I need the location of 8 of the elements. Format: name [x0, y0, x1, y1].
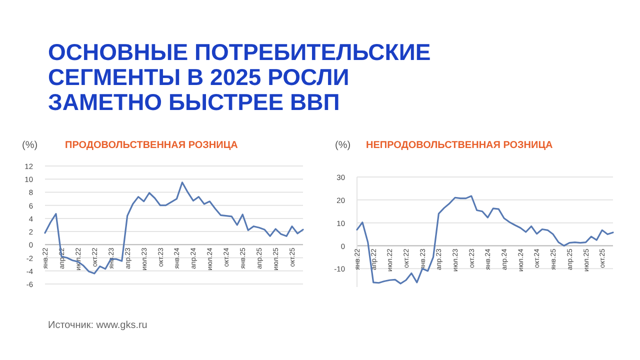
y-axis-title: (%) — [22, 140, 38, 151]
line-series — [44, 182, 304, 274]
chart-title: НЕПРОДОВОЛЬСТВЕННАЯ РОЗНИЦА — [366, 140, 553, 151]
y-axis-title: (%) — [335, 140, 351, 151]
text: Источник: www.gks.ru — [48, 320, 148, 331]
chart-title: ПРОДОВОЛЬСТВЕННАЯ РОЗНИЦА — [65, 140, 238, 151]
text: ОСНОВНЫЕ ПОТРЕБИТЕЛЬСКИЕ СЕГМЕНТЫ В 2025 РОСЛИ ЗАМЕТНО БЫСТРЕЕ ВВП — [48, 39, 431, 115]
line-series — [356, 195, 614, 284]
